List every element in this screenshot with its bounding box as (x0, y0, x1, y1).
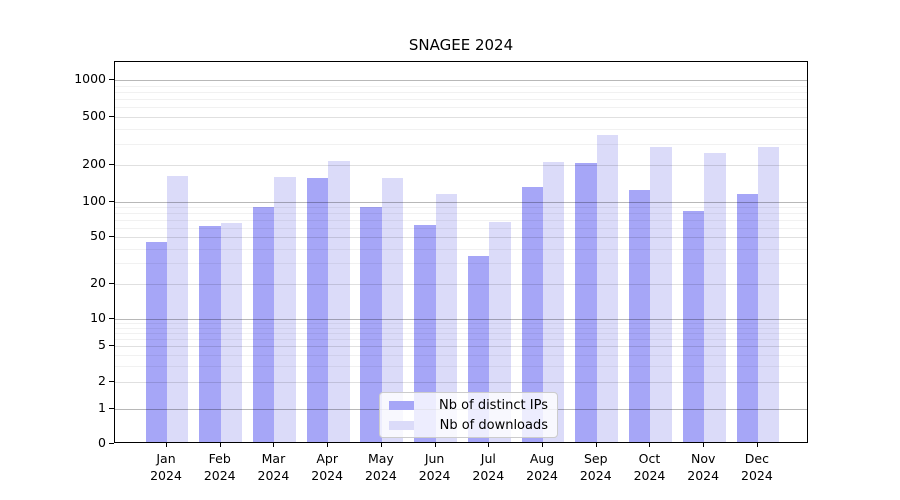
x-axis-tick-label-jan: Jan 2024 (150, 451, 182, 483)
y-axis-tick-label-2: 2 (98, 372, 106, 388)
grid-line-y-1000 (115, 80, 807, 81)
bar-distinct-ips-mar (253, 207, 275, 442)
grid-line-y-600 (115, 107, 807, 109)
y-axis-tick-label-20: 20 (90, 274, 106, 290)
bar-downloads-dec (757, 147, 780, 442)
x-axis-tick-label-nov: Nov 2024 (687, 451, 720, 483)
y-tick-mark-5 (109, 345, 114, 347)
bar-downloads-sep (596, 135, 619, 442)
y-tick-mark-100 (109, 201, 114, 202)
bar-downloads-mar (274, 176, 296, 442)
bar-distinct-ips-sep (575, 163, 597, 442)
bar-distinct-ips-may (360, 207, 382, 442)
grid-line-y-200 (115, 165, 807, 167)
bar-downloads-may (381, 177, 404, 442)
x-tick-mark-jan (166, 443, 167, 447)
grid-line-y-700 (115, 98, 807, 100)
bar-distinct-ips-nov (682, 211, 705, 442)
legend-label-downloads: Nb of downloads (439, 417, 548, 433)
x-tick-mark-aug (542, 443, 544, 447)
y-tick-mark-0 (109, 443, 114, 444)
x-tick-mark-jun (434, 443, 436, 447)
bar-distinct-ips-apr (306, 177, 329, 442)
x-tick-mark-dec (756, 443, 758, 447)
x-axis-tick-label-jul: Jul 2024 (472, 451, 505, 483)
y-tick-mark-20 (109, 282, 114, 284)
x-tick-mark-may (380, 443, 382, 447)
y-axis-tick-label-500: 500 (82, 107, 106, 123)
x-tick-mark-jul (488, 443, 490, 447)
bar-distinct-ips-oct (629, 190, 651, 442)
y-tick-mark-10 (109, 318, 114, 319)
y-axis-tick-label-5: 5 (98, 337, 106, 353)
bar-distinct-ips-jan (145, 241, 167, 442)
grid-line-y-300 (115, 143, 807, 145)
x-axis-tick-label-mar: Mar 2024 (257, 451, 290, 483)
y-tick-mark-1000 (109, 79, 114, 80)
y-tick-mark-200 (109, 164, 114, 166)
plot-area (114, 61, 808, 443)
y-axis-tick-label-50: 50 (90, 228, 106, 244)
x-tick-mark-sep (595, 443, 597, 447)
bar-distinct-ips-aug (521, 186, 544, 442)
y-axis-tick-label-10: 10 (90, 310, 106, 325)
y-axis-tick-label-1: 1 (98, 400, 106, 415)
x-tick-mark-feb (219, 443, 221, 447)
bar-downloads-apr (328, 161, 350, 442)
x-axis-tick-label-aug: Aug 2024 (526, 451, 558, 483)
x-tick-mark-nov (703, 443, 705, 447)
bar-distinct-ips-dec (736, 193, 758, 442)
y-axis-tick-label-100: 100 (82, 193, 106, 208)
grid-line-y-90 (115, 207, 807, 209)
grid-line-y-500 (115, 116, 807, 118)
legend-swatch-distinct-ips (389, 400, 414, 410)
bar-downloads-feb (220, 222, 243, 442)
legend-row-downloads: Nb of downloads (389, 417, 548, 433)
x-axis-tick-label-jun: Jun 2024 (418, 451, 451, 483)
x-tick-mark-mar (273, 443, 275, 447)
grid-line-y-800 (115, 91, 807, 93)
x-axis-tick-label-sep: Sep 2024 (579, 451, 612, 483)
y-tick-mark-2 (109, 380, 114, 382)
y-tick-mark-50 (109, 236, 114, 238)
bar-downloads-jul (489, 221, 511, 442)
y-axis-tick-label-200: 200 (82, 156, 106, 172)
bar-downloads-nov (704, 152, 726, 442)
y-axis-tick-label-1000: 1000 (74, 71, 106, 86)
bar-distinct-ips-jun (414, 225, 436, 442)
bar-downloads-oct (650, 147, 672, 442)
legend-swatch-downloads (389, 420, 414, 430)
legend: Nb of distinct IPs Nb of downloads (379, 392, 558, 438)
bar-downloads-jun (435, 193, 457, 442)
bar-distinct-ips-feb (199, 225, 221, 442)
bar-downloads-jan (167, 175, 189, 442)
x-axis-tick-label-dec: Dec 2024 (741, 451, 773, 483)
x-axis-tick-label-apr: Apr 2024 (311, 451, 344, 483)
bar-downloads-aug (543, 161, 565, 442)
grid-line-y-100 (115, 202, 807, 203)
legend-row-distinct-ips: Nb of distinct IPs (389, 397, 548, 413)
x-tick-mark-oct (649, 443, 651, 447)
y-tick-mark-1 (109, 408, 114, 409)
x-tick-mark-apr (327, 443, 329, 447)
x-axis-tick-label-oct: Oct 2024 (633, 451, 666, 483)
y-tick-mark-500 (109, 115, 114, 117)
y-axis-tick-label-0: 0 (98, 435, 106, 450)
grid-line-y-400 (115, 128, 807, 130)
x-axis-tick-label-may: May 2024 (364, 451, 397, 483)
chart-title: SNAGEE 2024 (408, 36, 514, 54)
grid-line-y-900 (115, 85, 807, 87)
legend-label-distinct-ips: Nb of distinct IPs (439, 397, 548, 413)
x-axis-tick-label-feb: Feb 2024 (203, 451, 236, 483)
